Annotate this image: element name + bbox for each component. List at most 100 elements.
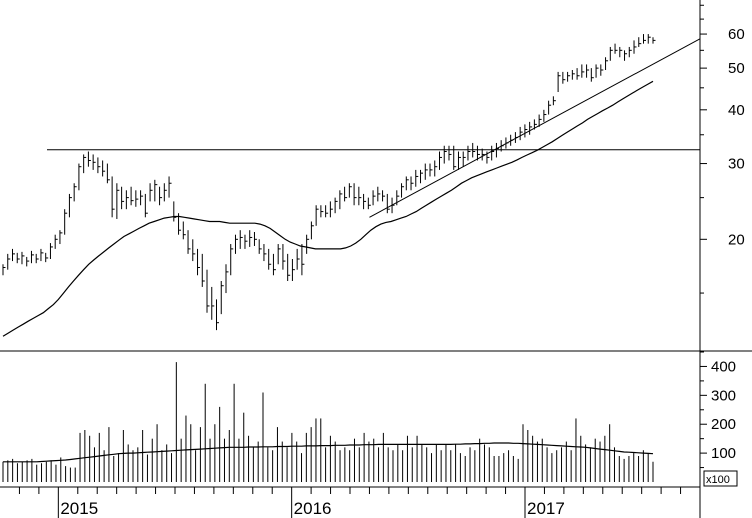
price-bar xyxy=(590,68,594,82)
price-bar xyxy=(140,190,144,206)
price-panel xyxy=(2,34,701,337)
price-bar xyxy=(382,190,386,202)
price-bar xyxy=(652,37,656,44)
price-bar xyxy=(83,154,87,174)
price-bar xyxy=(358,186,362,206)
price-bar xyxy=(429,163,433,177)
volume-tick-label: 300 xyxy=(711,387,736,404)
price-bar xyxy=(187,230,191,254)
volume-tick-label: 100 xyxy=(711,445,736,462)
price-bar xyxy=(643,34,647,44)
price-bar xyxy=(87,151,91,167)
price-bar xyxy=(149,183,153,202)
price-bar xyxy=(111,176,115,218)
price-moving-average-line xyxy=(2,80,654,337)
price-bar xyxy=(367,197,371,210)
price-bar xyxy=(234,234,238,254)
volume-moving-average-line xyxy=(3,442,654,463)
price-bar xyxy=(344,186,348,202)
price-bar xyxy=(102,160,106,177)
year-label: 2016 xyxy=(294,499,332,518)
price-bar xyxy=(576,68,580,80)
price-bar xyxy=(258,239,262,254)
price-bar xyxy=(11,248,15,262)
price-bar xyxy=(49,243,53,259)
price-tick-label: 60 xyxy=(728,26,745,43)
price-bar xyxy=(287,253,291,281)
price-tick-label: 20 xyxy=(728,231,745,248)
price-bar xyxy=(159,186,163,206)
price-bar xyxy=(538,114,542,127)
price-bar xyxy=(609,46,613,61)
trend-line xyxy=(369,38,701,218)
price-y-axis: 20 30 40 50 60 xyxy=(700,4,745,294)
price-bar xyxy=(548,100,552,115)
volume-tick-label: 400 xyxy=(711,358,736,375)
price-bar xyxy=(73,183,77,202)
price-bar xyxy=(201,253,205,287)
price-bar xyxy=(225,264,229,294)
price-bar xyxy=(268,248,272,270)
price-bar xyxy=(524,124,528,138)
price-bar xyxy=(277,244,281,265)
price-bar xyxy=(97,157,101,174)
price-bar xyxy=(325,205,329,218)
price-bar xyxy=(282,244,286,270)
price-bar xyxy=(249,230,253,247)
price-bar xyxy=(21,251,25,265)
price-bar xyxy=(457,151,461,170)
price-bar xyxy=(415,169,419,187)
volume-panel xyxy=(2,362,654,482)
price-bar xyxy=(562,71,566,84)
price-bar xyxy=(310,221,314,240)
price-bar xyxy=(443,145,447,164)
price-bar xyxy=(121,186,125,210)
price-bar xyxy=(377,186,381,202)
price-bar xyxy=(334,197,338,214)
price-bar xyxy=(438,151,442,170)
price-bar xyxy=(600,64,604,76)
price-bar xyxy=(467,145,471,161)
price-bar xyxy=(135,190,139,207)
price-bar xyxy=(363,193,367,210)
price-bar xyxy=(173,201,177,222)
price-bar xyxy=(92,154,96,170)
price-bar xyxy=(405,176,409,191)
price-bar xyxy=(144,193,148,218)
price-bar xyxy=(420,169,424,184)
price-bar xyxy=(263,244,267,262)
price-bar xyxy=(130,186,134,206)
price-bar xyxy=(624,50,628,61)
price-bar xyxy=(567,71,571,82)
price-bar xyxy=(116,183,120,219)
price-bar xyxy=(211,286,215,320)
price-bar xyxy=(296,248,300,270)
price-bar xyxy=(154,179,158,202)
price-bar xyxy=(448,145,452,161)
price-bar xyxy=(329,201,333,218)
price-bar xyxy=(291,258,295,281)
price-bar xyxy=(30,250,34,264)
date-x-axis: 2015 2016 2017 xyxy=(18,487,682,518)
price-bar xyxy=(434,160,438,177)
price-bar xyxy=(595,64,599,78)
price-bar xyxy=(59,230,63,245)
price-bar xyxy=(216,299,220,331)
price-bar xyxy=(35,253,39,264)
price-tick-label: 40 xyxy=(728,102,745,119)
price-bar xyxy=(571,70,575,80)
price-bar xyxy=(633,40,637,54)
price-bar xyxy=(320,205,324,218)
price-bar xyxy=(476,145,480,161)
price-bar xyxy=(272,253,276,276)
price-bar xyxy=(396,190,400,206)
price-bar xyxy=(647,34,651,44)
price-bar xyxy=(605,57,609,71)
price-bar xyxy=(182,221,186,240)
price-bar xyxy=(78,163,82,191)
price-bar xyxy=(197,248,201,276)
price-bar xyxy=(339,190,343,210)
price-bar xyxy=(26,256,30,267)
price-bar xyxy=(125,190,129,210)
